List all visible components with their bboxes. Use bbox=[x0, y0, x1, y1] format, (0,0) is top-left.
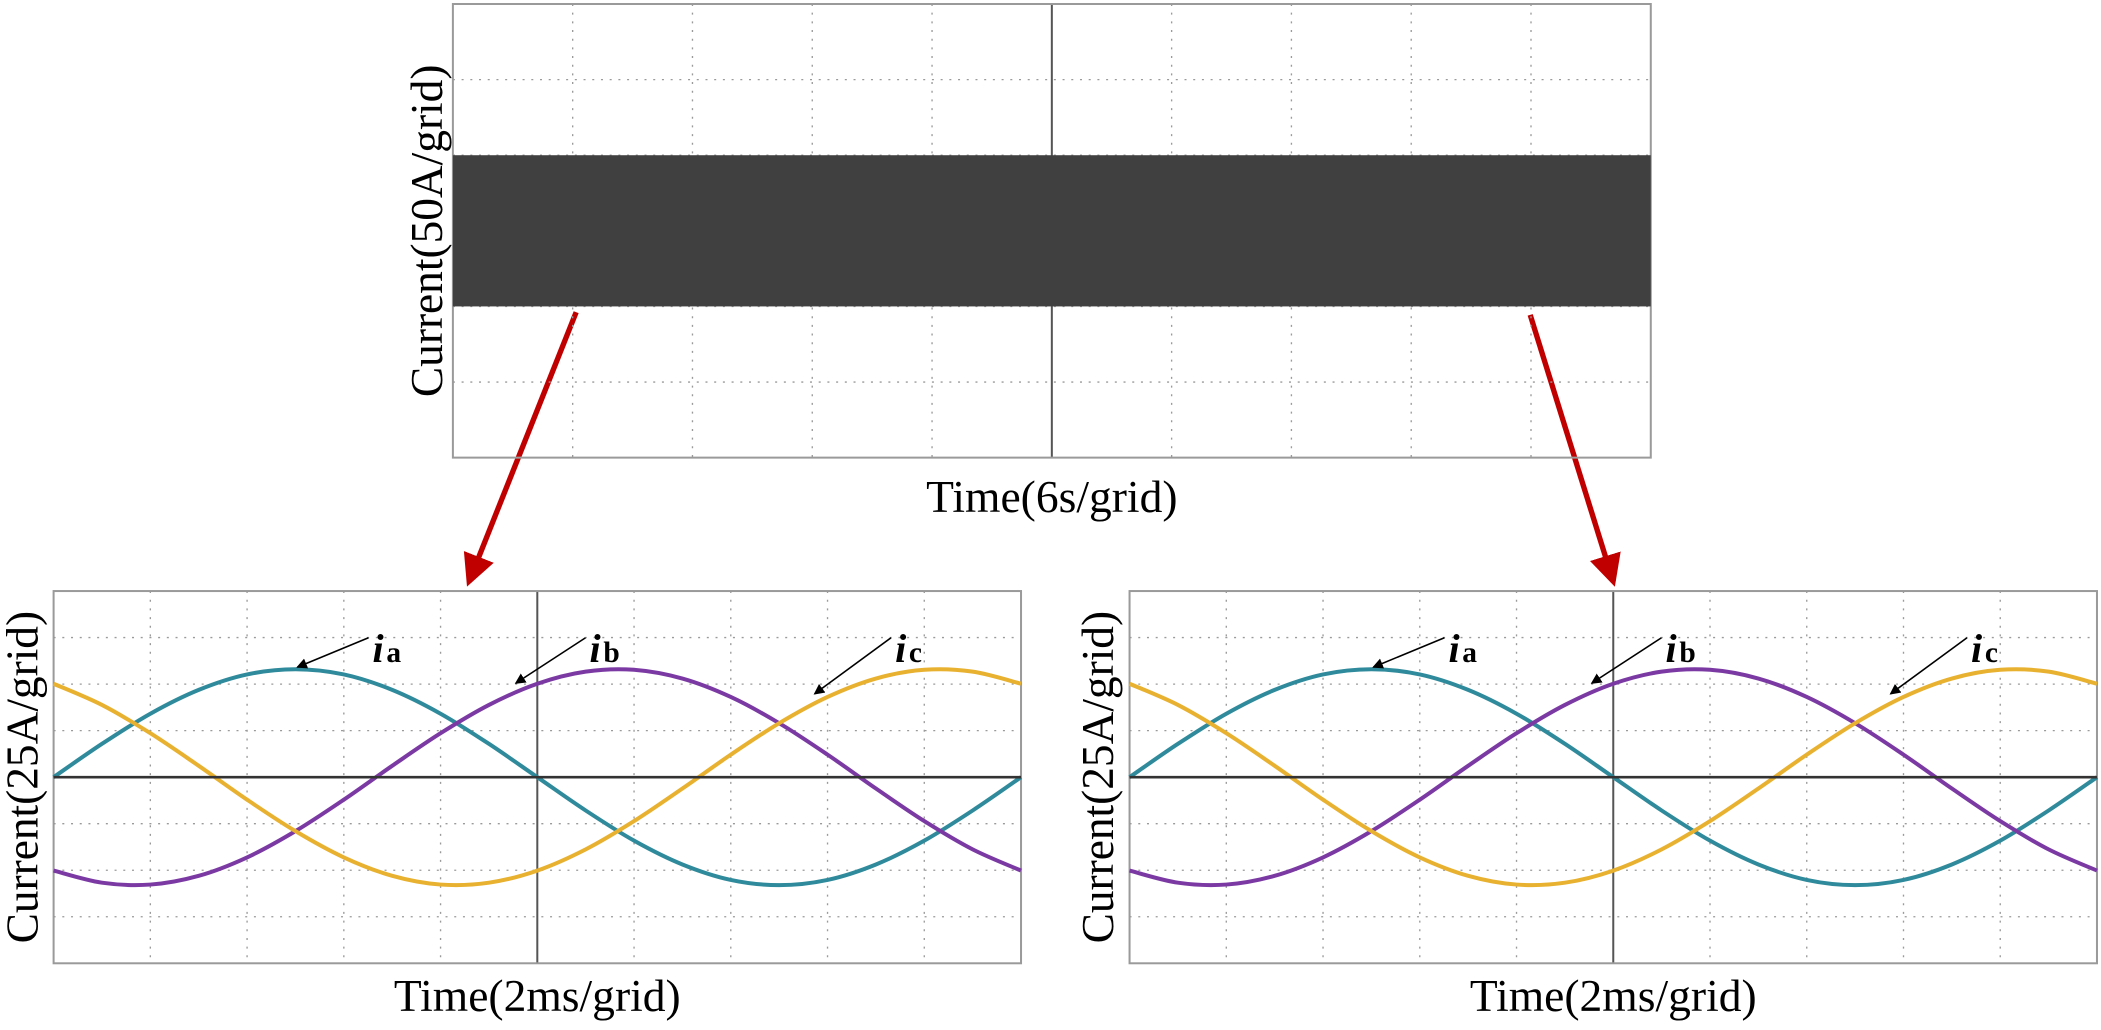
waveform bbox=[1128, 667, 2098, 888]
annotation-subscript: a bbox=[1462, 637, 1477, 669]
annotation-arrow bbox=[1590, 637, 1662, 684]
annotation-symbol: i bbox=[1666, 626, 1677, 671]
annotation-arrow bbox=[296, 637, 369, 669]
annotation-subscript: c bbox=[1985, 637, 1998, 669]
chart: Current(50A/grid) Time(6s/grid) bbox=[401, 3, 1652, 522]
annotation-symbol: i bbox=[895, 626, 906, 671]
annotation-symbol: i bbox=[590, 626, 601, 671]
zoom-arrow bbox=[463, 311, 579, 587]
waveform bbox=[1129, 667, 2098, 888]
annotation-arrow bbox=[1889, 637, 1968, 695]
chart: Current(25A/grid)Time(2ms/grid)i a i b i c bbox=[1072, 590, 2099, 1021]
y-axis-label: Current(25A/grid) bbox=[0, 611, 47, 944]
annotation-arrow bbox=[813, 637, 892, 695]
annotation-subscript: b bbox=[1679, 637, 1695, 669]
zoom-arrow bbox=[1527, 314, 1621, 587]
annotation-subscript: b bbox=[603, 637, 619, 669]
annotation-symbol: i bbox=[1971, 626, 1982, 671]
chart: Current(25A/grid)Time(2ms/grid)i a i b i c bbox=[0, 590, 1023, 1021]
waveform-band bbox=[452, 155, 1651, 307]
annotation-symbol: i bbox=[372, 626, 383, 671]
y-axis-label: Current(25A/grid) bbox=[1072, 611, 1123, 944]
annotation-arrow bbox=[1372, 637, 1445, 669]
annotation-arrow bbox=[514, 637, 586, 684]
annotation-subscript: c bbox=[909, 637, 922, 669]
annotation-subscript: a bbox=[386, 637, 401, 669]
waveform bbox=[52, 667, 1022, 888]
waveform bbox=[53, 667, 1022, 888]
x-axis-label: Time(6s/grid) bbox=[926, 471, 1177, 522]
x-axis-label: Time(2ms/grid) bbox=[1470, 970, 1757, 1021]
annotation-symbol: i bbox=[1448, 626, 1459, 671]
y-axis-label: Current(50A/grid) bbox=[401, 65, 452, 398]
x-axis-label: Time(2ms/grid) bbox=[394, 970, 681, 1021]
